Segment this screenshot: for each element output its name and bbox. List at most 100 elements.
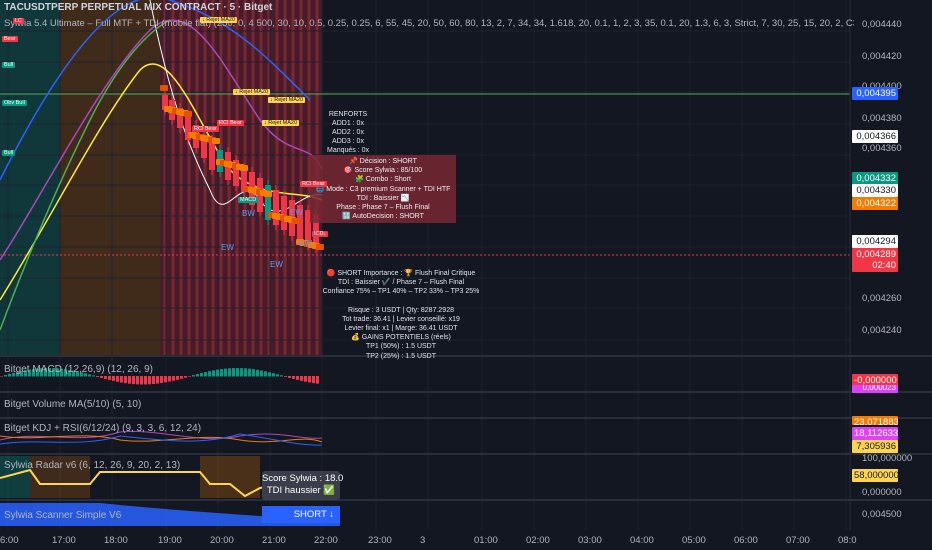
signal-marker <box>160 85 168 91</box>
macd-bar <box>144 376 147 385</box>
macd-bar <box>316 376 319 384</box>
reinf-line: ADD2 : 0x <box>332 129 364 136</box>
time-tick: 03:00 <box>578 535 602 546</box>
obv-bull-label: Obv Bull <box>2 100 27 106</box>
time-tick: 07:00 <box>786 535 810 546</box>
macd-bar <box>312 376 315 384</box>
macd-bar <box>224 368 227 377</box>
macd-bar <box>76 371 79 377</box>
macd-bar <box>172 376 175 381</box>
price-tag: 0,004395 <box>852 87 898 100</box>
macd-bar <box>168 376 171 382</box>
candle-body <box>209 140 215 170</box>
rci-bear-label: RCI Bear <box>192 126 219 132</box>
macd-bar <box>252 369 255 377</box>
short-line: TDI : Baissier ✔️ / Phase 7 – Flush Fina… <box>337 279 465 287</box>
macd-bar <box>80 372 83 377</box>
signal-marker <box>240 165 248 171</box>
candle-body <box>201 135 207 158</box>
macd-bar <box>232 368 235 377</box>
radar-tick: 0,000000 <box>862 487 902 498</box>
ew-label: EW <box>299 239 312 248</box>
rci-bear-label: RCI Bear <box>217 120 244 126</box>
candle-body <box>185 115 191 140</box>
time-tick: 17:00 <box>52 535 76 546</box>
macd-bar <box>128 376 131 384</box>
macd-bar <box>240 368 243 377</box>
time-tick: 02:00 <box>526 535 550 546</box>
macd-bar <box>8 373 11 377</box>
macd-bar <box>72 370 75 377</box>
macd-bar <box>116 376 119 382</box>
price-tick: 0,004240 <box>862 325 902 336</box>
macd-bar <box>56 368 59 377</box>
kdj-pane-label[interactable]: Bitget KDJ + RSI(6/12/24) (9, 3, 3, 6, 1… <box>4 423 202 434</box>
price-tag: 0,004330 <box>852 184 898 197</box>
macd-bar <box>28 369 31 377</box>
macd-bar <box>212 370 215 377</box>
ew-label: EW <box>221 243 234 252</box>
macd-bar <box>268 372 271 377</box>
macd-bar <box>96 376 99 377</box>
macd-bar <box>92 375 95 377</box>
time-tick: 18:00 <box>104 535 128 546</box>
macd-bar <box>176 376 179 380</box>
macd-bar <box>164 376 167 383</box>
score-sylwia-box: Score Sylwia : 18.0 TDI haussier ✅ <box>262 471 343 500</box>
macd-bar <box>0 376 3 377</box>
reinf-line: Manqués : 0x <box>326 147 370 154</box>
symbol-title[interactable]: TACUSDTPERP PERPETUAL MIX CONTRACT · 5 ·… <box>4 2 273 13</box>
macd-bar <box>292 376 295 379</box>
lc-label: LC <box>13 18 25 24</box>
short-line: TP2 (25%) : 1.5 USDT <box>365 352 437 360</box>
rejet-ma20-label: ↓ Rejet MA20 <box>233 89 271 95</box>
short-info-box: 🔴 SHORT Importance : 🏆 Flush Final Criti… <box>322 269 480 361</box>
kdj-line <box>0 433 323 446</box>
macd-bar <box>88 374 91 377</box>
short-signal-button[interactable]: SHORT ↓ <box>262 506 340 523</box>
macd-bar <box>288 376 291 378</box>
macd-bar <box>196 374 199 377</box>
macd-value-tag-2: 0,000023 <box>852 385 898 393</box>
short-line: 🔴 SHORT Importance : 🏆 Flush Final Criti… <box>326 270 476 277</box>
signal-marker <box>184 111 192 117</box>
time-tick: 05:00 <box>682 535 706 546</box>
macd-value-tag: -0,000000 <box>852 374 898 387</box>
time-tick: 01:00 <box>474 535 498 546</box>
decision-line: 🎯 Score Sylwia : 85/100 <box>343 167 423 175</box>
price-tick: 0,004400 <box>862 81 902 92</box>
decision-line: Phase : Phase 7 – Flush Final <box>336 204 430 212</box>
decision-box: 📌 Décision : SHORT 🎯 Score Sylwia : 85/1… <box>310 155 456 223</box>
macd-bar <box>304 376 307 382</box>
macd-bar <box>156 376 159 384</box>
indicator-legend[interactable]: Sylwia 5.4 Ultimate – Full MTF + TDI (mo… <box>4 18 854 29</box>
macd-bar <box>256 369 259 377</box>
price-tick: 0,004380 <box>862 113 902 124</box>
radar-pane-label[interactable]: Sylwia Radar v6 (6, 12, 26, 9, 20, 2, 13… <box>4 460 181 471</box>
macd-bar <box>296 376 299 380</box>
bear-label: Bear <box>2 36 18 42</box>
macd-bar <box>140 376 143 385</box>
time-tick: 23:00 <box>368 535 392 546</box>
time-tick: 3 <box>420 535 426 546</box>
macd-bar <box>244 368 247 377</box>
signal-marker <box>292 218 300 224</box>
scanner-pane-label[interactable]: Sylwia Scanner Simple V6 <box>4 510 122 521</box>
macd-bar <box>228 368 231 377</box>
kdj-line <box>0 435 323 443</box>
volume-pane-label[interactable]: Bitget Volume MA(5/10) (5, 10) <box>4 399 142 410</box>
macd-bar <box>280 375 283 377</box>
price-tag: 02:40 <box>852 259 898 272</box>
reinf-line: RENFORTS <box>328 111 368 118</box>
decision-line: 🌐 Mode : C3 premium Scanner + TDI HTF <box>315 185 451 193</box>
ew-label: EW <box>290 208 303 217</box>
candle-body <box>241 168 247 192</box>
macd-bar <box>184 376 187 378</box>
radar-value-tag: 58,000000 <box>852 469 899 482</box>
decision-line: 🔢 AutoDecision : SHORT <box>342 213 424 221</box>
macd-pane-label[interactable]: Bitget MACD (12,26,9) (12, 26, 9) <box>4 364 153 375</box>
macd-bar <box>152 376 155 385</box>
candle-body <box>281 196 287 230</box>
macd-bar <box>160 376 163 384</box>
